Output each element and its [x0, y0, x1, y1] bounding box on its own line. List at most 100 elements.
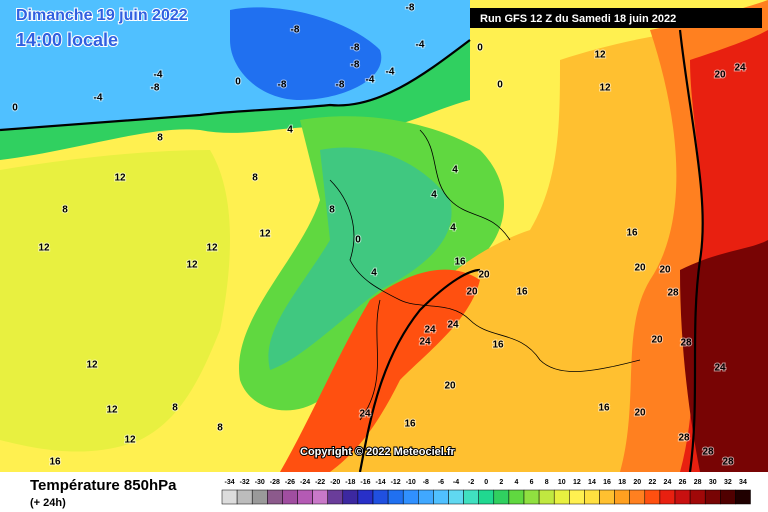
isotherm-label: -8 — [336, 80, 345, 91]
scale-swatch — [267, 489, 283, 505]
isotherm-label: 20 — [478, 270, 490, 281]
scale-swatch — [629, 489, 646, 505]
scale-label: 30 — [709, 479, 717, 486]
scale-swatch — [433, 489, 449, 505]
isotherm-label: -8 — [351, 43, 360, 54]
isotherm-label: 16 — [626, 228, 638, 239]
scale-swatch — [327, 489, 344, 505]
scale-label: 26 — [679, 479, 687, 486]
isotherm-label: -8 — [278, 80, 287, 91]
isotherm — [358, 268, 481, 472]
isotherm-label: 20 — [659, 265, 671, 276]
warm-zone — [0, 150, 230, 452]
scale-label: -28 — [270, 479, 280, 486]
scale-swatch — [659, 489, 676, 505]
scale-swatch — [342, 489, 359, 505]
isotherm-label: 0 — [497, 80, 503, 91]
scale-label: 12 — [573, 479, 581, 486]
scale-label: -6 — [438, 479, 444, 486]
isotherm-label: 4 — [450, 223, 456, 234]
scale-label: -34 — [224, 479, 234, 486]
scale-swatch — [644, 489, 661, 505]
green-zone — [268, 147, 452, 370]
isotherm-label: 8 — [62, 205, 68, 216]
isotherm-label: 0 — [477, 43, 483, 54]
isotherm-label: 28 — [702, 447, 714, 458]
scale-swatch — [584, 489, 600, 505]
scale-label: 0 — [484, 479, 488, 486]
scale-swatch — [387, 489, 404, 505]
isotherm-label: 12 — [38, 243, 50, 254]
isotherm-label: 8 — [329, 205, 335, 216]
isotherm-label: -4 — [366, 75, 375, 86]
scale-swatch — [674, 489, 691, 505]
isotherm-label: 12 — [594, 50, 606, 61]
isotherm-label: 28 — [680, 338, 692, 349]
isotherm-label: 12 — [86, 360, 98, 371]
isotherm-label: 0 — [12, 103, 18, 114]
isotherm-labels: -8 -8 -8 -8 -8 -8 -8 -4 -4 -4 -4 -4 0 0 0 0 0 4 4 4 4 4 8 8 8 8 8 8… — [11, 2, 747, 469]
isotherm-label: 12 — [186, 260, 198, 271]
isotherm — [678, 29, 704, 472]
scale-label: -26 — [285, 479, 295, 486]
scale-swatch — [569, 489, 585, 505]
scale-label: 14 — [588, 479, 596, 486]
isotherm-label: 16 — [516, 287, 528, 298]
isotherm-label: 8 — [172, 403, 178, 414]
isotherm — [0, 39, 471, 132]
scale-swatch — [553, 489, 570, 505]
scale-label: -4 — [453, 479, 459, 486]
isotherm-label: -4 — [94, 93, 103, 104]
isotherm-label: 12 — [114, 173, 126, 184]
scale-label: 16 — [603, 479, 611, 486]
scale-label: -10 — [406, 479, 416, 486]
isotherm-label: 16 — [492, 340, 504, 351]
scale-label: 4 — [514, 479, 518, 486]
isotherm-label: 12 — [599, 83, 611, 94]
isotherm-label: 12 — [259, 229, 271, 240]
isotherm-label: 28 — [667, 288, 679, 299]
legend-bar: Température 850hPa (+ 24h) -34 -32 -30 -28-… — [30, 477, 751, 509]
isotherm-label: 16 — [598, 403, 610, 414]
scale-label: -12 — [391, 479, 401, 486]
scale-label: -18 — [345, 479, 355, 486]
isotherm-label: 8 — [217, 423, 223, 434]
isotherm-label: -4 — [416, 40, 425, 51]
scale-label: 22 — [648, 479, 656, 486]
scale-label: 18 — [618, 479, 626, 486]
scale-swatch — [221, 489, 238, 505]
scale-swatch — [418, 489, 434, 505]
isotherm-label: 16 — [404, 419, 416, 430]
scale-swatch — [493, 489, 510, 505]
scale-label: -2 — [468, 479, 474, 486]
isotherm-label: 28 — [678, 433, 690, 444]
isotherm-label: 16 — [454, 257, 466, 268]
temperature-map: Dimanche 19 juin 2022 14:00 locale Run G… — [0, 0, 768, 472]
isotherm-label: 20 — [444, 381, 456, 392]
isotherm-label: 4 — [452, 165, 458, 176]
parameter-name: Température 850hPa — [30, 477, 177, 494]
scale-label: -32 — [240, 479, 250, 486]
scale-swatch — [704, 489, 721, 505]
scale-label: 6 — [530, 479, 534, 486]
scale-label: 28 — [694, 479, 702, 486]
scale-swatch — [523, 489, 540, 505]
run-info: Run GFS 12 Z du Samedi 18 juin 2022 — [480, 13, 676, 25]
scale-label: 24 — [664, 479, 672, 486]
scale-swatch — [538, 489, 555, 505]
scale-label: 32 — [724, 479, 732, 486]
scale-label: 2 — [499, 479, 503, 486]
isotherm-label: 4 — [431, 190, 437, 201]
hot-core — [680, 240, 768, 472]
cold-core — [230, 7, 382, 100]
isotherm-label: 28 — [722, 457, 734, 468]
scale-label: -22 — [315, 479, 325, 486]
isotherm-label: 4 — [287, 125, 293, 136]
isotherm-label: 24 — [447, 320, 459, 331]
isotherm-label: 20 — [651, 335, 663, 346]
isotherm-label: 12 — [106, 405, 118, 416]
isotherm-label: 24 — [714, 363, 726, 374]
isotherm-label: 16 — [49, 457, 61, 468]
scale-swatch — [402, 489, 419, 505]
